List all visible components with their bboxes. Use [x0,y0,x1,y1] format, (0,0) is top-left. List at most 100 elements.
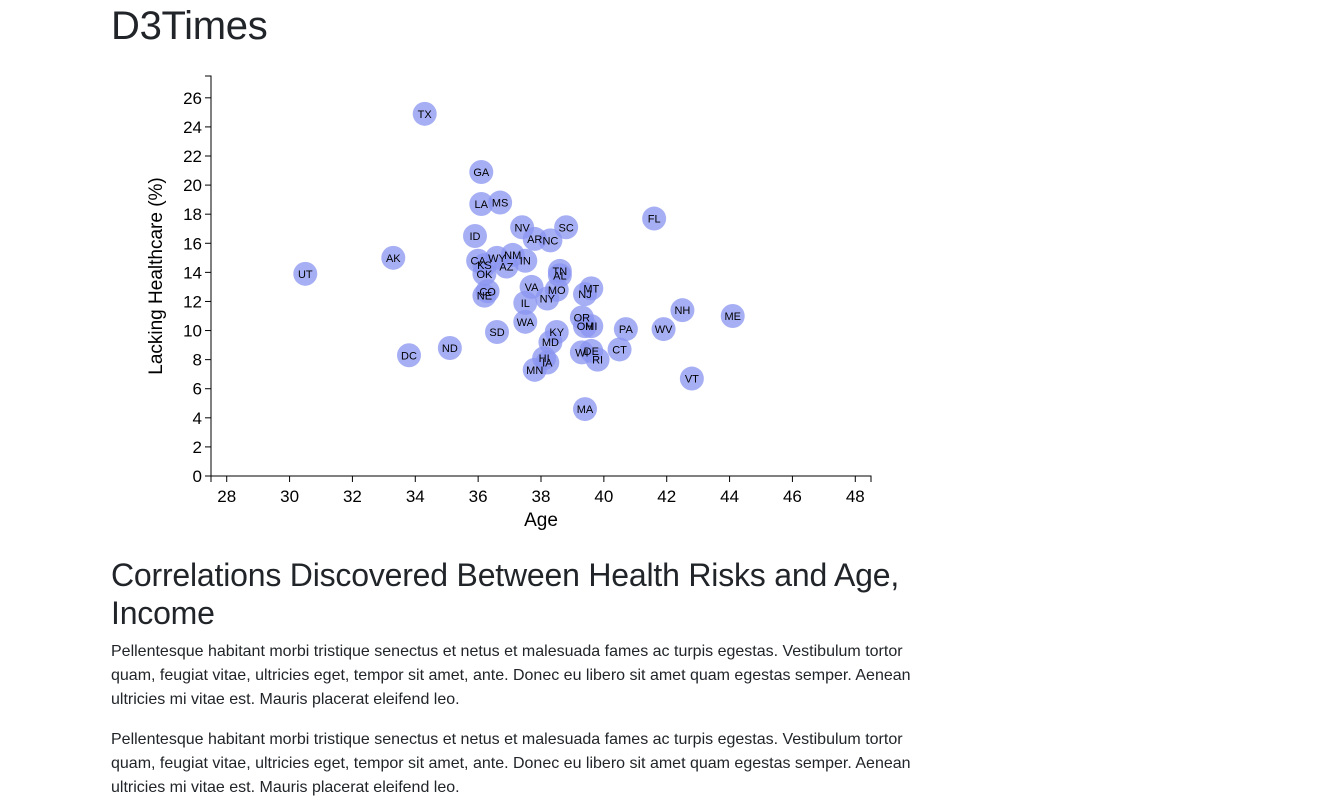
page-title: D3Times [111,4,268,48]
state-point [573,397,597,422]
x-tick-label: 38 [532,487,551,506]
state-point [579,314,604,339]
y-tick-label: 20 [183,176,202,195]
state-point [613,317,638,342]
state-point [670,298,695,323]
state-label: CT [612,344,627,356]
state-label: NM [504,250,521,262]
state-label: VT [685,374,699,386]
state-label: MN [526,365,543,377]
state-point [651,317,676,342]
state-label: WY [488,253,506,265]
x-tick-label: 36 [469,487,488,506]
state-point [469,192,494,216]
article-heading: Correlations Discovered Between Health R… [111,557,900,631]
state-label: NE [477,291,492,303]
state-label: AL [553,270,566,282]
state-label: FL [648,214,661,226]
state-point [535,286,560,311]
x-tick-label: 32 [343,487,362,506]
state-label: DE [584,346,599,358]
state-label: MA [577,404,594,416]
state-point [463,224,487,248]
state-label: ND [442,343,458,355]
y-tick-label: 8 [193,351,202,370]
state-point [472,283,497,308]
state-label: CA [471,256,487,268]
state-label: MI [585,321,597,333]
state-point [469,160,494,184]
article-paragraph: Pellentesque habitant morbi tristique se… [111,731,911,796]
y-tick-label: 26 [183,89,202,108]
state-label: RI [592,355,603,367]
x-tick-label: 30 [280,487,299,506]
x-tick-label: 48 [846,487,865,506]
state-label: MS [492,198,509,210]
state-point [293,261,318,286]
x-tick-label: 34 [406,487,425,506]
state-label: SC [559,222,574,234]
state-point [573,282,597,307]
state-label: KS [477,260,492,272]
y-tick-label: 0 [193,467,202,486]
y-tick-label: 12 [183,292,202,311]
article-paragraph: Pellentesque habitant morbi tristique se… [111,643,911,708]
state-label: HI [539,353,550,365]
y-tick-label: 4 [193,409,202,428]
state-point [513,248,538,273]
y-axis-title: Lacking Healthcare (%) [146,177,167,374]
state-label: ME [724,311,741,323]
state-label: VA [525,282,540,294]
state-label: OR [574,312,591,324]
x-tick-label: 46 [783,487,802,506]
state-label: MT [583,283,599,295]
state-label: IL [521,298,530,310]
y-tick-label: 18 [183,205,202,224]
state-label: CO [479,286,496,298]
state-point [585,347,610,372]
state-point [642,206,667,231]
state-point [437,336,462,360]
state-point [720,304,745,328]
state-label: WV [655,324,673,336]
state-label: GA [473,167,490,179]
state-point [513,309,538,334]
y-tick-label: 10 [183,322,202,341]
state-label: TN [553,266,568,278]
state-label: IN [520,256,531,268]
state-label: NY [540,294,556,306]
state-label: NC [542,235,558,247]
state-label: MD [542,337,559,349]
state-label: NV [515,222,531,234]
state-point [488,190,513,215]
state-label: DC [401,350,417,362]
state-point [679,366,704,391]
state-label: ID [470,231,481,243]
state-label: MO [548,285,566,297]
y-tick-label: 2 [193,438,202,457]
state-point [522,357,547,382]
state-label: OK [476,269,493,281]
x-tick-label: 28 [217,487,236,506]
y-tick-label: 22 [183,147,202,166]
state-point [412,101,437,126]
x-tick-label: 44 [720,487,739,506]
state-point [397,343,421,368]
x-axis-title: Age [524,510,558,531]
state-point [538,228,563,253]
state-label: OH [577,321,594,333]
state-point [494,254,519,279]
x-tick-label: 42 [657,487,676,506]
state-point [554,215,579,240]
state-label: IA [542,358,553,370]
state-label: KY [549,327,564,339]
y-tick-label: 24 [183,118,202,137]
y-tick-label: 14 [183,263,202,282]
state-label: UT [298,269,313,281]
state-label: SD [489,327,504,339]
y-tick-label: 16 [183,234,202,253]
state-label: WI [575,347,588,359]
state-label: PA [619,324,634,336]
state-label: AZ [499,262,513,274]
state-label: AR [527,234,542,246]
